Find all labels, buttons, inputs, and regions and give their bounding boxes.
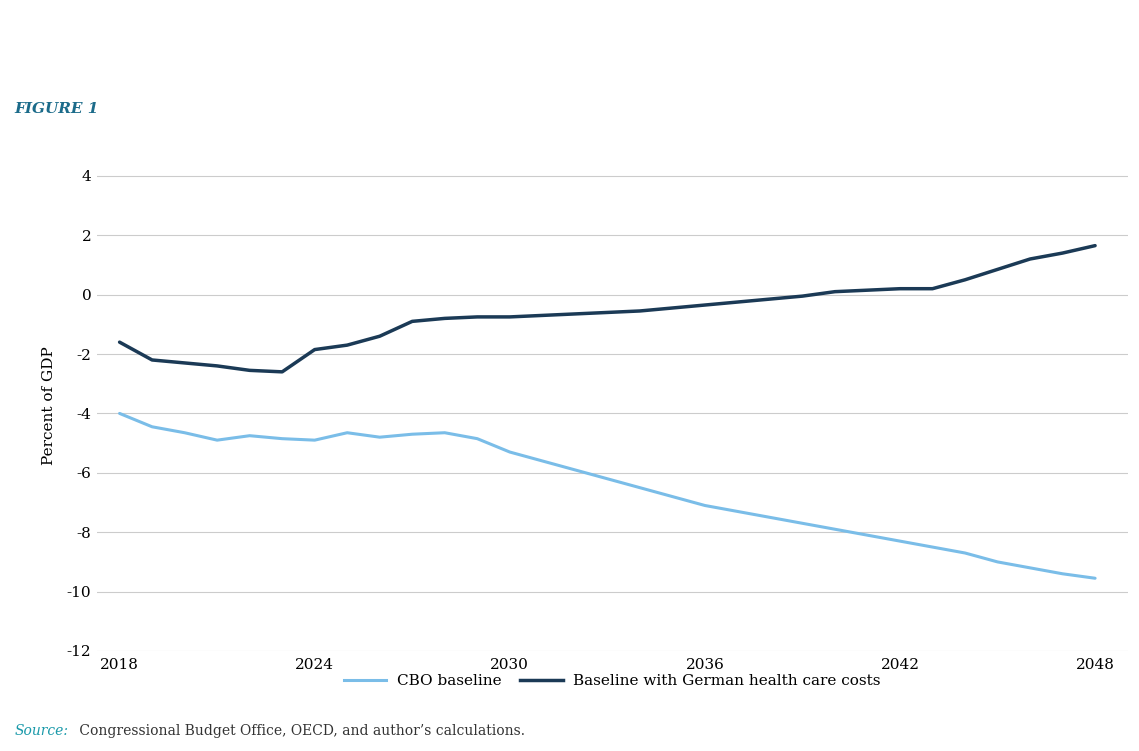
Text: Projected Budget Deficit: Projected Budget Deficit xyxy=(15,133,265,151)
Text: Source:: Source: xyxy=(15,724,68,738)
Text: FIGURE 1: FIGURE 1 xyxy=(15,101,99,116)
Text: Congressional Budget Office, OECD, and author’s calculations.: Congressional Budget Office, OECD, and a… xyxy=(75,724,525,738)
Legend: CBO baseline, Baseline with German health care costs: CBO baseline, Baseline with German healt… xyxy=(337,668,887,694)
Y-axis label: Percent of GDP: Percent of GDP xyxy=(41,347,56,466)
